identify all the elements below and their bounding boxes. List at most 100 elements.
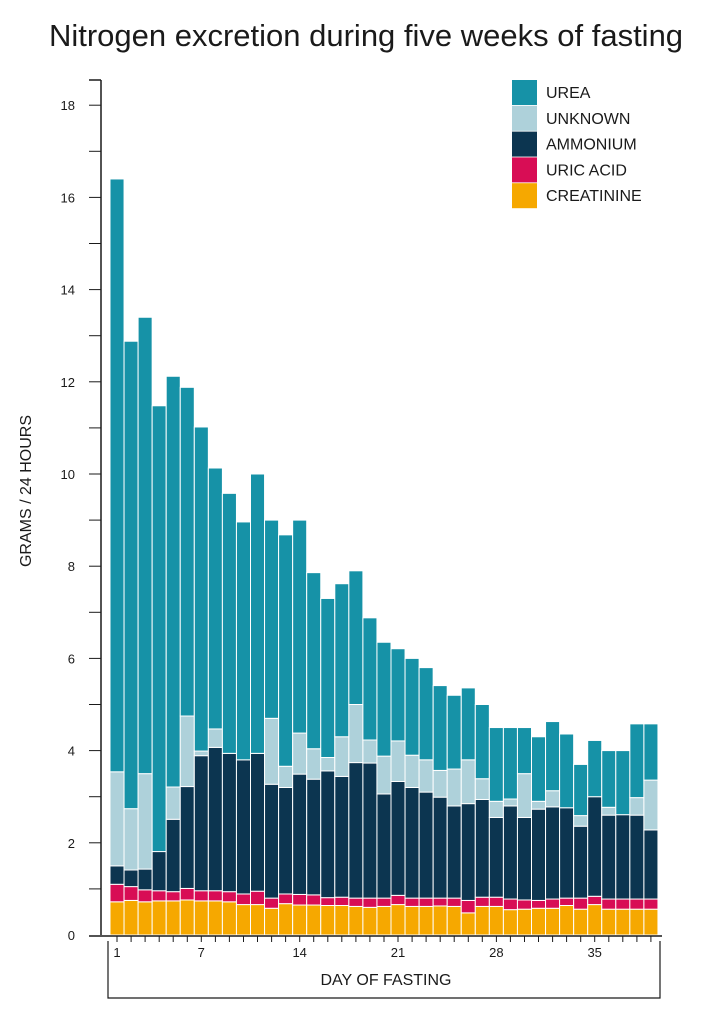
bar-segment-creatinine-day-19 bbox=[362, 906, 378, 936]
bar-segment-uric-acid-day-15 bbox=[306, 894, 322, 906]
bar-segment-unknown-day-26 bbox=[460, 759, 476, 805]
bar-segment-ammonium-day-35 bbox=[587, 796, 603, 897]
bar-segment-creatinine-day-8 bbox=[207, 900, 223, 936]
bar-segment-ammonium-day-29 bbox=[502, 805, 518, 900]
bar-segment-creatinine-day-14 bbox=[292, 904, 308, 936]
bar-segment-urea-day-5 bbox=[165, 375, 181, 788]
bar-segment-urea-day-23 bbox=[418, 667, 434, 761]
bar-segment-creatinine-day-3 bbox=[137, 901, 153, 936]
bar-segment-unknown-day-24 bbox=[432, 769, 448, 798]
bar-segment-creatinine-day-39 bbox=[643, 908, 659, 936]
bar-segment-ammonium-day-24 bbox=[432, 796, 448, 899]
bar-segment-unknown-day-15 bbox=[306, 748, 322, 780]
bar-segment-uric-acid-day-12 bbox=[264, 897, 280, 909]
bar-segment-ammonium-day-8 bbox=[207, 746, 223, 892]
bar-segment-urea-day-38 bbox=[629, 723, 645, 799]
bar-segment-unknown-day-34 bbox=[573, 815, 589, 827]
bar-segment-ammonium-day-5 bbox=[165, 818, 181, 893]
bar-segment-unknown-day-14 bbox=[292, 732, 308, 775]
legend-swatch-creatinine bbox=[512, 183, 537, 209]
bar-segment-ammonium-day-33 bbox=[559, 807, 575, 899]
bar-segment-urea-day-1 bbox=[109, 178, 125, 773]
bar-segment-ammonium-day-39 bbox=[643, 829, 659, 900]
bar-segment-ammonium-day-22 bbox=[404, 786, 420, 899]
bar-segment-unknown-day-36 bbox=[601, 806, 617, 816]
bar-segment-urea-day-8 bbox=[207, 467, 223, 730]
bar-segment-uric-acid-day-24 bbox=[432, 897, 448, 907]
bar-segment-urea-day-29 bbox=[502, 727, 518, 800]
bar-segment-uric-acid-day-4 bbox=[151, 890, 167, 902]
bar-segment-urea-day-11 bbox=[250, 473, 266, 754]
bar-segment-creatinine-day-9 bbox=[221, 901, 237, 936]
y-tick-label: 4 bbox=[68, 744, 75, 759]
y-axis: 0 2 4 6 8 10 12 14 16 18 bbox=[61, 79, 102, 943]
bar-segment-creatinine-day-7 bbox=[193, 900, 209, 936]
bar-segment-urea-day-7 bbox=[193, 426, 209, 752]
bar-segment-unknown-day-32 bbox=[545, 790, 561, 808]
bar-segment-creatinine-day-31 bbox=[531, 907, 547, 936]
bar-segment-uric-acid-day-30 bbox=[516, 899, 533, 910]
y-tick-label: 6 bbox=[68, 651, 75, 666]
bar-segment-uric-acid-day-34 bbox=[573, 897, 589, 910]
bar-segment-urea-day-14 bbox=[292, 519, 308, 734]
bar-segment-creatinine-day-5 bbox=[165, 900, 181, 936]
bar-segment-urea-day-6 bbox=[179, 386, 195, 717]
bar-segment-ammonium-day-14 bbox=[292, 773, 308, 895]
bar-segment-urea-day-34 bbox=[573, 763, 589, 817]
bar-segment-ammonium-day-25 bbox=[446, 805, 462, 899]
bar-segment-creatinine-day-29 bbox=[502, 909, 518, 936]
bar-segment-urea-day-31 bbox=[531, 736, 547, 802]
bar-segment-creatinine-day-33 bbox=[559, 905, 575, 936]
bar-segment-urea-day-27 bbox=[474, 704, 490, 780]
bar-segment-unknown-day-19 bbox=[362, 739, 378, 764]
bar-segment-urea-day-12 bbox=[264, 519, 280, 719]
bar-segment-ammonium-day-30 bbox=[516, 816, 533, 901]
legend-swatch-uric-acid bbox=[512, 157, 537, 183]
bar-segment-ammonium-day-15 bbox=[306, 778, 322, 896]
bar-segment-creatinine-day-13 bbox=[278, 903, 294, 936]
bar-segment-ammonium-day-34 bbox=[573, 825, 589, 899]
bar-segment-ammonium-day-4 bbox=[151, 851, 167, 892]
bar-segment-uric-acid-day-2 bbox=[123, 886, 139, 901]
bar-segment-ammonium-day-16 bbox=[320, 770, 336, 899]
bar-segment-urea-day-39 bbox=[643, 723, 659, 781]
bar-segment-uric-acid-day-32 bbox=[545, 898, 561, 909]
bar-segment-creatinine-day-10 bbox=[235, 904, 251, 936]
legend: UREA UNKNOWN AMMONIUM URIC ACID CREATININE bbox=[512, 80, 642, 209]
legend-label-unknown: UNKNOWN bbox=[546, 111, 630, 128]
bar-segment-creatinine-day-35 bbox=[587, 904, 603, 936]
bar-segment-uric-acid-day-27 bbox=[474, 896, 490, 907]
bar-segment-uric-acid-day-31 bbox=[531, 899, 547, 909]
bar-segment-uric-acid-day-11 bbox=[250, 890, 266, 906]
y-tick-label: 2 bbox=[68, 836, 75, 851]
bar-segment-creatinine-day-23 bbox=[418, 905, 434, 936]
x-tick-label: 7 bbox=[198, 945, 205, 960]
bar-segment-unknown-day-13 bbox=[278, 765, 294, 788]
bar-segment-uric-acid-day-6 bbox=[179, 887, 195, 901]
legend-label-ammonium: AMMONIUM bbox=[546, 137, 637, 154]
y-tick-label: 16 bbox=[61, 190, 75, 205]
bar-segment-ammonium-day-6 bbox=[179, 786, 195, 889]
bar-segment-urea-day-22 bbox=[404, 657, 420, 756]
bar-segment-creatinine-day-38 bbox=[629, 908, 645, 936]
legend-swatch-urea bbox=[512, 80, 537, 105]
bar-segment-uric-acid-day-5 bbox=[165, 891, 181, 902]
bar-segment-creatinine-day-16 bbox=[320, 905, 336, 936]
bar-segment-urea-day-2 bbox=[123, 340, 139, 810]
bar-segment-uric-acid-day-22 bbox=[404, 897, 420, 907]
bar-segment-uric-acid-day-20 bbox=[376, 897, 392, 907]
x-tick-label: 1 bbox=[113, 945, 120, 960]
bar-segment-uric-acid-day-9 bbox=[221, 891, 237, 903]
bar-segment-ammonium-day-1 bbox=[109, 865, 125, 885]
bar-segment-unknown-day-27 bbox=[474, 778, 490, 800]
x-tick-label: 21 bbox=[391, 945, 405, 960]
chart-title: Nitrogen excretion during five weeks of … bbox=[49, 18, 683, 53]
bar-segment-urea-day-19 bbox=[362, 617, 378, 741]
bar-segment-urea-day-30 bbox=[516, 727, 533, 775]
bar-segment-creatinine-day-1 bbox=[109, 901, 125, 936]
bar-segment-creatinine-day-26 bbox=[460, 912, 476, 936]
bar-segment-uric-acid-day-28 bbox=[488, 896, 504, 907]
y-axis-label: GRAMS / 24 HOURS bbox=[18, 415, 35, 567]
bar-segment-unknown-day-23 bbox=[418, 759, 434, 793]
